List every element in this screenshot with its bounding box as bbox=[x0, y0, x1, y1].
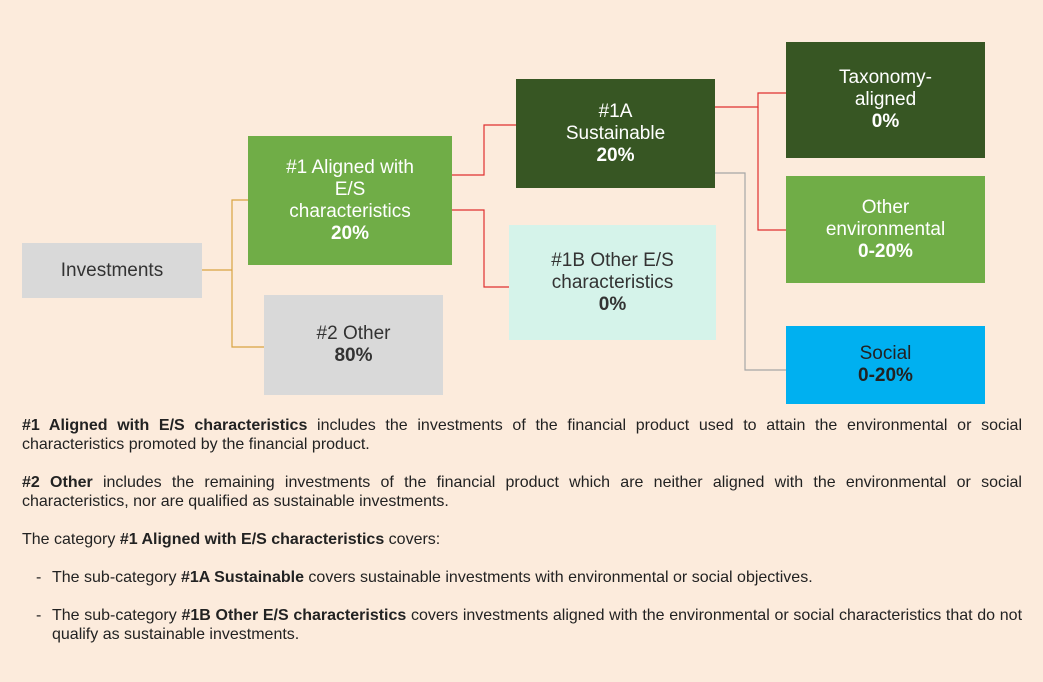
node-label: Sustainable bbox=[565, 122, 666, 144]
paragraph: The category #1 Aligned with E/S charact… bbox=[22, 530, 1022, 549]
node-value: 0-20% bbox=[858, 365, 913, 386]
bullet-dash: - bbox=[36, 607, 42, 624]
connector bbox=[452, 124, 516, 176]
node-label: Taxonomy- bbox=[839, 67, 932, 88]
text: includes the remaining investments of th… bbox=[22, 474, 1022, 510]
text: includes the investments of the financia… bbox=[22, 417, 1022, 453]
node-box: #1A Sustainable 20% bbox=[516, 79, 715, 188]
text: covers sustainable investments with envi… bbox=[303, 569, 813, 586]
connector bbox=[715, 172, 786, 371]
node-box: Taxonomy-aligned 0% bbox=[786, 42, 985, 158]
bullet-dash: - bbox=[36, 569, 42, 586]
node-box: #1B Other E/S characteristics 0% bbox=[509, 225, 716, 340]
node-label: characteristics bbox=[551, 271, 674, 293]
text: covers: bbox=[384, 531, 441, 548]
node-box: #2 Other 80% bbox=[264, 295, 443, 395]
text: The sub-category bbox=[52, 607, 182, 624]
node-label: #2 Other bbox=[316, 323, 391, 344]
node-value: 80% bbox=[334, 345, 373, 366]
paragraph: #2 Other includes the remaining investme… bbox=[22, 473, 1022, 511]
node-label: characteristics bbox=[289, 200, 411, 222]
node-value: 0% bbox=[871, 111, 900, 132]
node-label: #1B Other E/S bbox=[551, 249, 674, 271]
node-value: 0-20% bbox=[858, 240, 913, 262]
node-label: aligned bbox=[854, 89, 917, 110]
node-value: 0% bbox=[598, 293, 627, 315]
node-value: 20% bbox=[596, 144, 635, 166]
node-label: environmental bbox=[825, 218, 946, 240]
bullet-item: - The sub-category #1A Sustainable covers… bbox=[36, 568, 1022, 587]
node-value: 20% bbox=[330, 222, 370, 244]
bold-text: #1 Aligned with E/S characteristics bbox=[22, 417, 308, 434]
description: #1 Aligned with E/S characteristics incl… bbox=[22, 416, 1022, 663]
node-label: #1A bbox=[598, 100, 633, 122]
bullet-item: - The sub-category #1B Other E/S characte… bbox=[36, 606, 1022, 644]
node-label: Investments bbox=[60, 259, 164, 281]
node-box: Social 0-20% bbox=[786, 326, 985, 404]
node-box: Investments bbox=[22, 243, 202, 298]
node-box: Other environmental 0-20% bbox=[786, 176, 985, 283]
bold-text: #1 Aligned with E/S characteristics bbox=[119, 531, 385, 548]
text: covers investments aligned with the envi… bbox=[52, 607, 1023, 643]
node-label: Other bbox=[861, 196, 910, 218]
bold-text: #2 Other bbox=[22, 474, 93, 491]
connector bbox=[231, 199, 264, 348]
node-label: Social bbox=[859, 343, 912, 364]
text: The sub-category bbox=[52, 569, 181, 586]
bold-text: #1B Other E/S characteristics bbox=[181, 607, 407, 624]
connector bbox=[452, 209, 509, 288]
paragraph: #1 Aligned with E/S characteristics incl… bbox=[22, 416, 1022, 454]
text: The category bbox=[22, 531, 120, 548]
bold-text: #1A Sustainable bbox=[180, 569, 304, 586]
node-box: #1 Aligned with E/S characteristics 20% bbox=[248, 136, 452, 265]
connectors bbox=[202, 92, 786, 371]
connector bbox=[757, 107, 786, 231]
connector bbox=[715, 92, 786, 108]
node-label: #1 Aligned with bbox=[286, 156, 414, 178]
node-label: E/S bbox=[334, 178, 366, 200]
